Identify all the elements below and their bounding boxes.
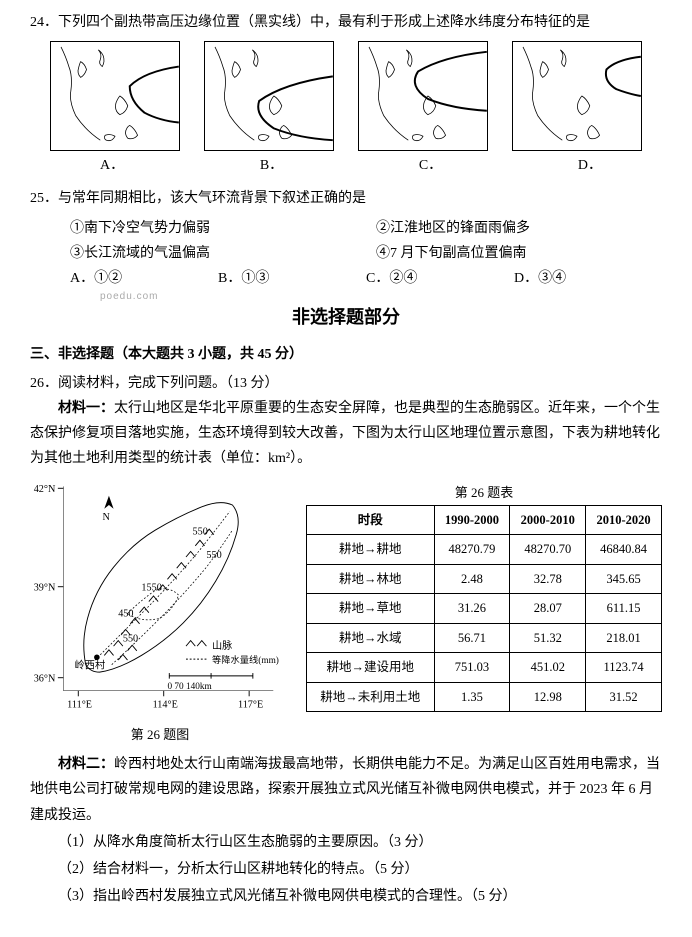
table-row: 耕地→耕地48270.7948270.7046840.84 bbox=[307, 535, 662, 565]
legend: 山脉 等降水量线(mm) bbox=[186, 639, 279, 666]
iso-450: 450 bbox=[118, 609, 133, 620]
q25-choices: A．①② poedu.com B．①③ C．②④ D．③④ bbox=[30, 266, 662, 291]
q24-map-row bbox=[30, 41, 662, 151]
q24-choice-a: A． bbox=[100, 153, 124, 178]
q25-stem: 25．与常年同期相比，该大气环流背景下叙述正确的是 bbox=[30, 186, 662, 211]
place-label: 岭西村 bbox=[75, 659, 106, 672]
q24-map-c bbox=[358, 41, 488, 151]
question-24: 24．下列四个副热带高压边缘位置（黑实线）中，最有利于形成上述降水纬度分布特征的… bbox=[30, 10, 662, 178]
q26-material1: 材料一：太行山地区是华北平原重要的生态安全屏障，也是典型的生态脆弱区。近年来，一… bbox=[30, 396, 662, 472]
q26-heading: 26．阅读材料，完成下列问题。（13 分） bbox=[30, 371, 662, 396]
q26-figure-table-row: 42°N 39°N 36°N 111°E 114°E 117°E bbox=[30, 479, 662, 746]
th-1: 1990-2000 bbox=[434, 505, 510, 535]
q24-number: 24． bbox=[30, 15, 58, 30]
q26-figure-caption: 第 26 题图 bbox=[30, 723, 290, 746]
svg-text:等降水量线(mm): 等降水量线(mm) bbox=[212, 654, 279, 666]
q25-stmt-4: ④7 月下旬副高位置偏南 bbox=[376, 241, 662, 266]
q24-map-a bbox=[50, 41, 180, 151]
lat36-label: 36°N bbox=[34, 674, 56, 685]
lon114-label: 114°E bbox=[153, 700, 178, 711]
iso-1550: 1550 bbox=[141, 583, 161, 594]
th-2: 2000-2010 bbox=[510, 505, 586, 535]
q24-choice-d: D． bbox=[578, 153, 602, 178]
lat39-label: 39°N bbox=[34, 583, 56, 594]
question-25: 25．与常年同期相比，该大气环流背景下叙述正确的是 ①南下冷空气势力偏弱 ②江淮… bbox=[30, 186, 662, 291]
q26-mat1-text: 太行山地区是华北平原重要的生态安全屏障，也是典型的生态脆弱区。近年来，一个个生态… bbox=[30, 401, 660, 466]
section-title: 非选择题部分 bbox=[30, 301, 662, 333]
scale-bar: 0 70 140km bbox=[167, 674, 252, 693]
iso-550a: 550 bbox=[192, 527, 207, 538]
part-heading: 三、非选择题（本大题共 3 小题，共 45 分） bbox=[30, 342, 662, 367]
q25-stem-text: 与常年同期相比，该大气环流背景下叙述正确的是 bbox=[58, 191, 366, 206]
q25-choice-a: A．①② poedu.com bbox=[70, 266, 218, 291]
q24-map-d bbox=[512, 41, 642, 151]
iso-550c: 550 bbox=[123, 634, 138, 645]
lat42-label: 42°N bbox=[34, 484, 56, 495]
svg-text:N: N bbox=[102, 512, 110, 523]
q26-table-caption: 第 26 题表 bbox=[306, 481, 662, 504]
north-arrow-icon: N bbox=[102, 496, 113, 523]
q25-number: 25． bbox=[30, 191, 58, 206]
question-26: 26．阅读材料，完成下列问题。（13 分） 材料一：太行山地区是华北平原重要的生… bbox=[30, 371, 662, 910]
q24-stem-text: 下列四个副热带高压边缘位置（黑实线）中，最有利于形成上述降水纬度分布特征的是 bbox=[58, 15, 590, 30]
q26-mat2-label: 材料二： bbox=[58, 757, 114, 772]
q24-choice-b: B． bbox=[260, 153, 283, 178]
ridge-icons bbox=[104, 530, 214, 661]
table-row: 耕地→未利用土地1.3512.9831.52 bbox=[307, 682, 662, 712]
th-0: 时段 bbox=[307, 505, 435, 535]
q26-table-box: 第 26 题表 时段 1990-2000 2000-2010 2010-2020… bbox=[306, 479, 662, 712]
q26-sub1: （1）从降水角度简析太行山区生态脆弱的主要原因。（3 分） bbox=[30, 830, 662, 855]
svg-text:山脉: 山脉 bbox=[212, 639, 232, 652]
q24-map-b bbox=[204, 41, 334, 151]
iso-550b: 550 bbox=[206, 550, 221, 561]
q25-stmt-2: ②江淮地区的锋面雨偏多 bbox=[376, 216, 662, 241]
q26-table: 时段 1990-2000 2000-2010 2010-2020 耕地→耕地48… bbox=[306, 505, 662, 713]
q26-sub3: （3）指出岭西村发展独立式风光储互补微电网供电模式的合理性。（5 分） bbox=[30, 884, 662, 909]
lon111-label: 111°E bbox=[67, 700, 92, 711]
q26-table-body: 耕地→耕地48270.7948270.7046840.84 耕地→林地2.483… bbox=[307, 535, 662, 712]
q24-choices: A． B． C． D． bbox=[30, 153, 662, 178]
q25-choice-d: D．③④ bbox=[514, 266, 662, 291]
q25-statements: ①南下冷空气势力偏弱 ②江淮地区的锋面雨偏多 ③长江流域的气温偏高 ④7 月下旬… bbox=[30, 216, 662, 266]
q26-figure: 42°N 39°N 36°N 111°E 114°E 117°E bbox=[30, 479, 290, 746]
q24-stem: 24．下列四个副热带高压边缘位置（黑实线）中，最有利于形成上述降水纬度分布特征的… bbox=[30, 10, 662, 35]
q25-choice-b: B．①③ bbox=[218, 266, 366, 291]
svg-text:0 70 140km: 0 70 140km bbox=[167, 682, 212, 692]
q26-mat2-text: 岭西村地处太行山南端海拔最高地带，长期供电能力不足。为满足山区百姓用电需求，当地… bbox=[30, 757, 660, 822]
q24-choice-c: C． bbox=[419, 153, 442, 178]
q25-stmt-1: ①南下冷空气势力偏弱 bbox=[70, 216, 356, 241]
q25-stmt-3: ③长江流域的气温偏高 bbox=[70, 241, 356, 266]
th-3: 2010-2020 bbox=[586, 505, 662, 535]
table-header-row: 时段 1990-2000 2000-2010 2010-2020 bbox=[307, 505, 662, 535]
table-row: 耕地→水域56.7151.32218.01 bbox=[307, 623, 662, 653]
table-row: 耕地→林地2.4832.78345.65 bbox=[307, 564, 662, 594]
watermark: poedu.com bbox=[100, 288, 158, 306]
q25-choice-c: C．②④ bbox=[366, 266, 514, 291]
q25-choice-a-text: A．①② bbox=[70, 271, 122, 286]
lon117-label: 117°E bbox=[238, 700, 263, 711]
table-row: 耕地→草地31.2628.07611.15 bbox=[307, 594, 662, 624]
q26-material2: 材料二：岭西村地处太行山南端海拔最高地带，长期供电能力不足。为满足山区百姓用电需… bbox=[30, 752, 662, 828]
table-row: 耕地→建设用地751.03451.021123.74 bbox=[307, 653, 662, 683]
q26-mat1-label: 材料一： bbox=[58, 401, 114, 416]
